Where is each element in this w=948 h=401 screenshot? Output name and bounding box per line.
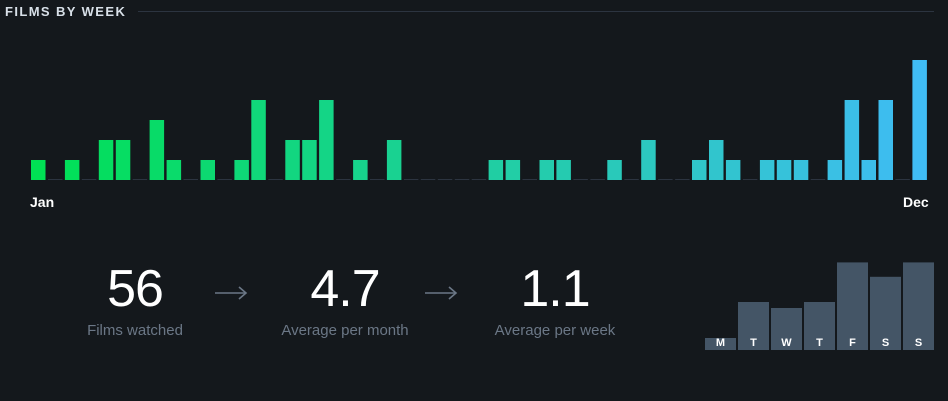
week-bar[interactable] — [793, 160, 809, 180]
week-bar-empty[interactable] — [132, 179, 148, 180]
day-bar[interactable] — [804, 302, 835, 350]
week-bar[interactable] — [692, 160, 707, 180]
week-bar[interactable] — [607, 160, 622, 180]
week-bar[interactable] — [861, 160, 877, 180]
week-bar[interactable] — [878, 100, 894, 180]
week-bar[interactable] — [709, 140, 724, 180]
day-label: F — [849, 337, 856, 349]
day-label: T — [750, 337, 757, 349]
week-bar-empty[interactable] — [742, 179, 758, 180]
day-bar[interactable] — [837, 262, 868, 350]
week-bar-empty[interactable] — [454, 179, 470, 180]
stat-label: Films watched — [87, 322, 183, 339]
week-bar-empty[interactable] — [471, 179, 487, 180]
day-bar[interactable] — [903, 262, 934, 350]
week-bar[interactable] — [505, 160, 521, 180]
week-bar-empty[interactable] — [437, 179, 453, 180]
day-bar[interactable] — [771, 308, 802, 350]
stat-average-per-month[interactable]: 4.7 Average per month — [245, 260, 445, 339]
week-bar-empty[interactable] — [522, 179, 538, 180]
week-bar[interactable] — [149, 120, 165, 180]
week-bar[interactable] — [285, 140, 300, 180]
stat-label: Average per week — [494, 322, 616, 339]
week-bar[interactable] — [166, 160, 182, 180]
week-bar-empty[interactable] — [895, 179, 910, 180]
axis-label-start: Jan — [30, 194, 55, 210]
day-label: T — [816, 337, 823, 349]
stat-value: 1.1 — [520, 260, 590, 318]
week-bar[interactable] — [319, 100, 334, 180]
stat-value: 4.7 — [310, 260, 380, 318]
week-bar-empty[interactable] — [183, 179, 199, 180]
week-bar-empty[interactable] — [420, 179, 436, 180]
week-bar[interactable] — [31, 160, 46, 180]
day-bar[interactable] — [705, 338, 736, 350]
week-bar-empty[interactable] — [675, 179, 690, 180]
week-bar[interactable] — [353, 160, 368, 180]
week-bar-empty[interactable] — [336, 179, 351, 180]
week-bar-empty[interactable] — [624, 179, 639, 180]
day-bar[interactable] — [870, 276, 901, 350]
week-bar-empty[interactable] — [403, 179, 419, 180]
week-bar[interactable] — [827, 160, 843, 180]
week-bar[interactable] — [200, 160, 216, 180]
header-divider — [138, 10, 934, 12]
arrow-right-icon — [425, 286, 458, 300]
week-bar[interactable] — [251, 100, 266, 180]
week-bar[interactable] — [539, 160, 555, 180]
week-bar[interactable] — [115, 140, 131, 180]
section-title: FILMS BY WEEK — [5, 3, 127, 19]
day-label: W — [781, 337, 792, 349]
day-label: S — [882, 337, 889, 349]
stat-value: 56 — [107, 260, 164, 318]
week-bar-empty[interactable] — [268, 179, 283, 180]
week-bar[interactable] — [912, 60, 927, 180]
week-bar[interactable] — [64, 160, 80, 180]
week-bar[interactable] — [641, 140, 656, 180]
week-bar[interactable] — [556, 160, 571, 180]
week-bar[interactable] — [386, 140, 402, 180]
day-label: S — [915, 337, 922, 349]
week-bar[interactable] — [844, 100, 860, 180]
week-bar-empty[interactable] — [217, 179, 232, 180]
stat-label: Average per month — [281, 322, 409, 339]
week-bar-empty[interactable] — [658, 179, 673, 180]
week-bar-empty[interactable] — [573, 179, 588, 180]
week-bar[interactable] — [98, 140, 114, 180]
week-bar[interactable] — [488, 160, 504, 180]
week-bar[interactable] — [302, 140, 317, 180]
week-bar-empty[interactable] — [48, 179, 63, 180]
week-bar[interactable] — [759, 160, 775, 180]
day-label: M — [716, 337, 725, 349]
week-bar-empty[interactable] — [81, 179, 97, 180]
week-bar[interactable] — [725, 160, 741, 180]
week-bar[interactable] — [234, 160, 249, 180]
week-bar-empty[interactable] — [810, 179, 826, 180]
stat-average-per-week[interactable]: 1.1 Average per week — [455, 260, 655, 339]
week-bar-empty[interactable] — [370, 179, 385, 180]
day-bar[interactable] — [738, 302, 769, 350]
arrow-right-icon — [215, 286, 248, 300]
stat-films-watched[interactable]: 56 Films watched — [35, 260, 235, 339]
section-header: FILMS BY WEEK — [5, 2, 934, 20]
week-bar-empty[interactable] — [590, 179, 605, 180]
axis-label-end: Dec — [903, 194, 929, 210]
films-by-week-chart — [31, 60, 927, 180]
week-bar[interactable] — [776, 160, 792, 180]
